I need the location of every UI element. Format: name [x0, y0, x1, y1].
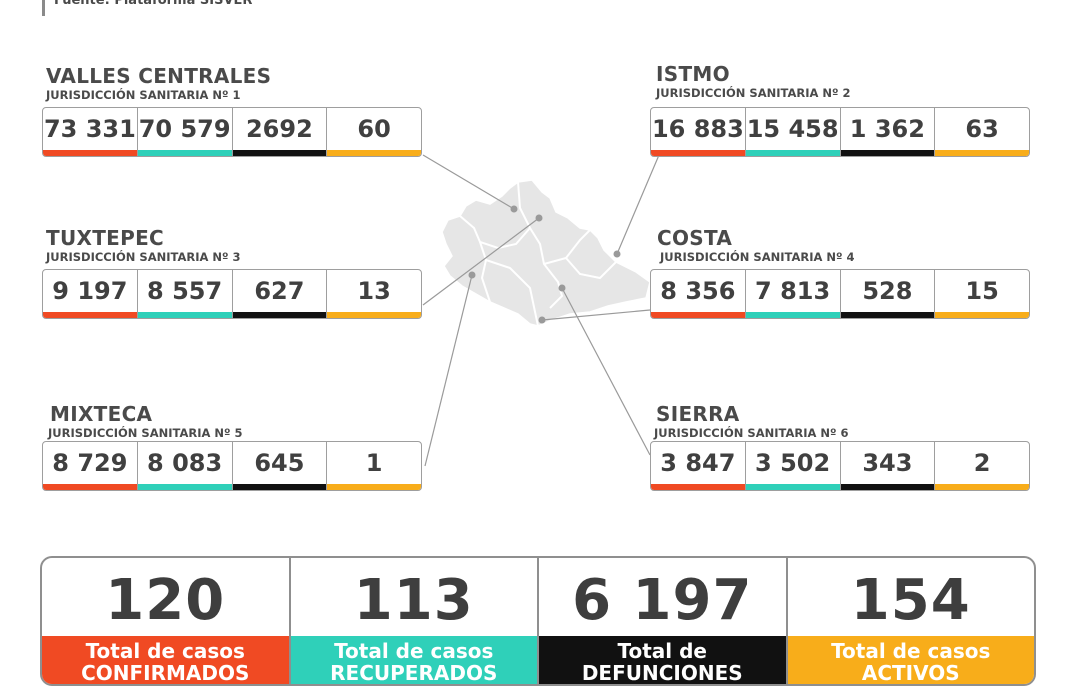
- sierra-active: 2: [935, 442, 1029, 490]
- total-active: 154 Total de casos ACTIVOS: [787, 558, 1034, 684]
- total-recovered-label: Total de casos RECUPERADOS: [290, 636, 537, 684]
- mixteca-recovered: 8 083: [137, 442, 233, 490]
- valles-confirmed: 73 331: [43, 108, 138, 156]
- region-title-mixteca: MIXTECA: [50, 402, 153, 426]
- region-sub-mixteca: JURISDICCIÓN SANITARIA Nº 5: [48, 426, 243, 440]
- mixteca-confirmed: 8 729: [43, 442, 138, 490]
- total-confirmed-label: Total de casos CONFIRMADOS: [42, 636, 289, 684]
- region-title-valles: VALLES CENTRALES: [46, 64, 272, 88]
- total-active-value: 154: [850, 568, 971, 633]
- costa-deaths: 528: [840, 270, 936, 318]
- region-sub-sierra: JURISDICCIÓN SANITARIA Nº 6: [654, 426, 849, 440]
- sierra-recovered: 3 502: [745, 442, 841, 490]
- tuxtepec-active: 13: [327, 270, 421, 318]
- source-text: Fuente: Plataforma SISVER: [54, 0, 253, 8]
- valles-deaths: 2692: [232, 108, 328, 156]
- sierra-deaths: 343: [840, 442, 936, 490]
- costa-active: 15: [935, 270, 1029, 318]
- region-sub-istmo: JURISDICCIÓN SANITARIA Nº 2: [656, 86, 851, 100]
- costa-recovered: 7 813: [745, 270, 841, 318]
- tuxtepec-recovered: 8 557: [137, 270, 233, 318]
- region-title-sierra: SIERRA: [656, 402, 740, 426]
- total-deaths-label: Total de DEFUNCIONES: [539, 636, 786, 684]
- region-sub-tuxtepec: JURISDICCIÓN SANITARIA Nº 3: [46, 250, 241, 264]
- sierra-confirmed: 3 847: [651, 442, 746, 490]
- total-deaths: 6 197 Total de DEFUNCIONES: [539, 558, 788, 684]
- tuxtepec-confirmed: 9 197: [43, 270, 138, 318]
- region-box-valles: 73 331 70 579 2692 60: [42, 107, 422, 157]
- region-sub-costa: JURISDICCIÓN SANITARIA Nº 4: [660, 250, 855, 264]
- source-accent-line: [42, 0, 45, 16]
- mixteca-active: 1: [327, 442, 421, 490]
- istmo-active: 63: [935, 108, 1029, 156]
- region-box-mixteca: 8 729 8 083 645 1: [42, 441, 422, 491]
- istmo-deaths: 1 362: [840, 108, 936, 156]
- istmo-confirmed: 16 883: [651, 108, 746, 156]
- valles-recovered: 70 579: [137, 108, 233, 156]
- total-deaths-value: 6 197: [572, 568, 753, 633]
- region-box-costa: 8 356 7 813 528 15: [650, 269, 1030, 319]
- tuxtepec-deaths: 627: [232, 270, 328, 318]
- region-box-istmo: 16 883 15 458 1 362 63: [650, 107, 1030, 157]
- istmo-recovered: 15 458: [745, 108, 841, 156]
- region-box-sierra: 3 847 3 502 343 2: [650, 441, 1030, 491]
- valles-active: 60: [327, 108, 421, 156]
- region-sub-valles: JURISDICCIÓN SANITARIA Nº 1: [46, 88, 241, 102]
- region-title-istmo: ISTMO: [656, 62, 730, 86]
- mixteca-deaths: 645: [232, 442, 328, 490]
- region-title-tuxtepec: TUXTEPEC: [46, 226, 165, 250]
- region-box-tuxtepec: 9 197 8 557 627 13: [42, 269, 422, 319]
- total-active-label: Total de casos ACTIVOS: [787, 636, 1034, 684]
- region-title-costa: COSTA: [657, 226, 733, 250]
- costa-confirmed: 8 356: [651, 270, 746, 318]
